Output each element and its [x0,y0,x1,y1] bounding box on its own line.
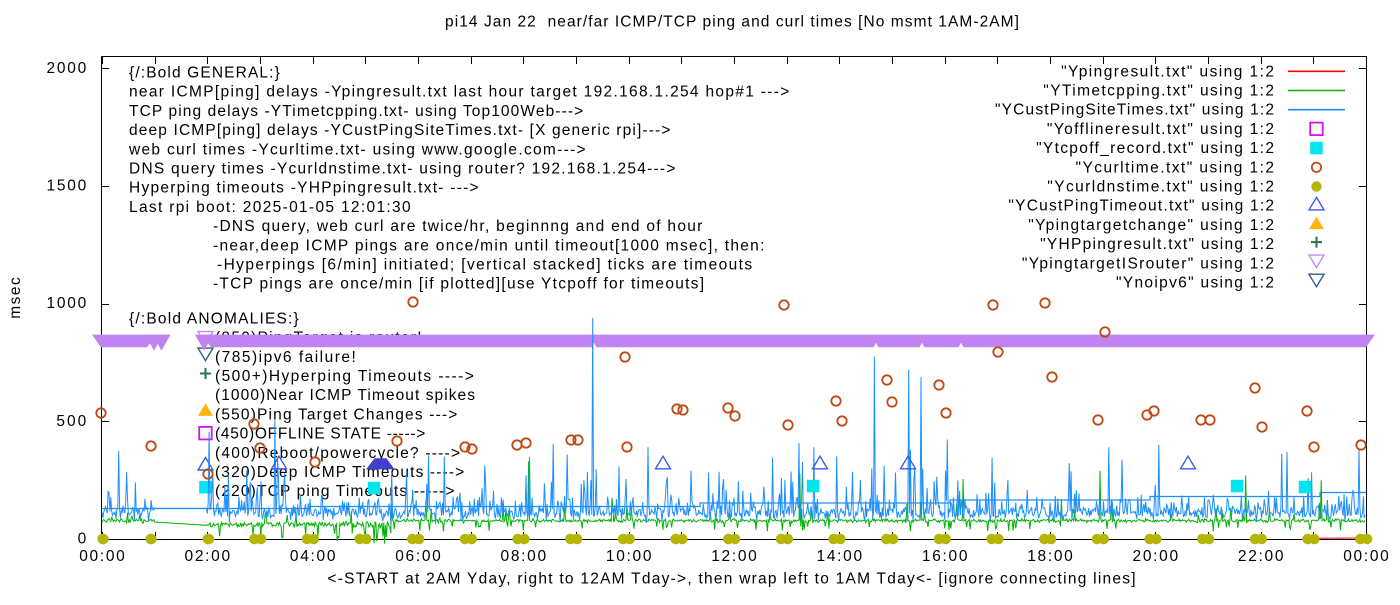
svg-text:Last rpi boot: 2025-01-05 12:0: Last rpi boot: 2025-01-05 12:01:30 [129,199,411,216]
svg-text:"Ynoipv6" using 1:2: "Ynoipv6" using 1:2 [1116,275,1274,292]
svg-text:08:00: 08:00 [501,548,547,565]
svg-text:-DNS query, web curl are twice: -DNS query, web curl are twice/hr, begin… [213,218,702,235]
svg-text:-near,deep ICMP pings are once: -near,deep ICMP pings are once/min until… [213,237,764,254]
svg-text:12:00: 12:00 [711,548,757,565]
svg-text:deep ICMP[ping] delays -YCustP: deep ICMP[ping] delays -YCustPingSiteTim… [129,122,670,139]
svg-text:(320)Deep ICMP Timeouts ---->: (320)Deep ICMP Timeouts ----> [215,464,464,481]
svg-text:20:00: 20:00 [1133,548,1179,565]
svg-text:"Ycurldnstime.txt" using 1:2: "Ycurldnstime.txt" using 1:2 [1047,179,1274,196]
svg-text:<-START at 2AM Yday, right to: <-START at 2AM Yday, right to 12AM Tday-… [327,571,1135,588]
svg-text:(785)ipv6 failure!: (785)ipv6 failure! [215,349,356,366]
svg-text:"Ytcpoff_record.txt" using 1:2: "Ytcpoff_record.txt" using 1:2 [1036,140,1274,157]
svg-text:14:00: 14:00 [817,548,863,565]
svg-text:500: 500 [56,413,86,430]
svg-text:"YCustPingSiteTimes.txt" using: "YCustPingSiteTimes.txt" using 1:2 [995,102,1274,119]
svg-text:TCP ping delays -YTimetcpping.: TCP ping delays -YTimetcpping.txt- using… [129,103,583,120]
svg-text:{/:Bold GENERAL:}: {/:Bold GENERAL:} [129,65,280,82]
svg-text:-Hyperpings [6/min] initiated;: -Hyperpings [6/min] initiated; [vertical… [217,257,752,274]
svg-text:(1000)Near ICMP Timeout spikes: (1000)Near ICMP Timeout spikes [215,387,475,404]
svg-text:"Ycurltime.txt" using 1:2: "Ycurltime.txt" using 1:2 [1076,159,1275,176]
svg-text:(550)Ping Target Changes --->: (550)Ping Target Changes ---> [215,406,457,423]
svg-text:1000: 1000 [47,295,87,312]
svg-text:"Ypingresult.txt" using 1:2: "Ypingresult.txt" using 1:2 [1061,63,1274,80]
svg-text:"Ypingtargetchange" using 1:2: "Ypingtargetchange" using 1:2 [1028,217,1274,234]
svg-text:16:00: 16:00 [922,548,968,565]
svg-text:02:00: 02:00 [185,548,231,565]
svg-text:"YHPpingresult.txt" using 1:2: "YHPpingresult.txt" using 1:2 [1040,236,1274,253]
svg-text:2000: 2000 [47,60,87,77]
svg-text:near ICMP[ping] delays -Ypingr: near ICMP[ping] delays -Ypingresult.txt … [129,84,789,101]
svg-text:web curl times -Ycurltime.txt-: web curl times -Ycurltime.txt- using www… [128,141,586,158]
svg-text:06:00: 06:00 [395,548,441,565]
svg-text:"YTimetcpping.txt" using 1:2: "YTimetcpping.txt" using 1:2 [1043,83,1274,100]
svg-text:04:00: 04:00 [290,548,336,565]
svg-text:00:00: 00:00 [1343,548,1389,565]
svg-text:pi14 Jan 22 near/far ICMP/TCP: pi14 Jan 22 near/far ICMP/TCP ping and c… [445,14,1019,31]
svg-text:(450)OFFLINE STATE ----->: (450)OFFLINE STATE -----> [215,426,425,443]
svg-text:00:00: 00:00 [79,548,125,565]
svg-text:22:00: 22:00 [1238,548,1284,565]
svg-text:msec: msec [7,277,24,319]
svg-text:(400)Reboot/powercycle? ---->: (400)Reboot/powercycle? ----> [215,445,460,462]
svg-text:{/:Bold ANOMALIES:}: {/:Bold ANOMALIES:} [129,310,299,327]
svg-text:"YpingtargetISrouter" using 1:: "YpingtargetISrouter" using 1:2 [1022,255,1274,272]
svg-text:10:00: 10:00 [606,548,652,565]
svg-text:18:00: 18:00 [1027,548,1073,565]
svg-text:0: 0 [78,531,87,548]
svg-text:"Yofflineresult.txt" using 1:2: "Yofflineresult.txt" using 1:2 [1047,121,1274,138]
svg-text:"YCustPingTimeout.txt" using 1: "YCustPingTimeout.txt" using 1:2 [1008,198,1274,215]
svg-text:DNS query times -Ycurldnstime.: DNS query times -Ycurldnstime.txt- using… [129,161,675,178]
svg-text:1500: 1500 [47,178,87,195]
svg-text:-TCP pings are once/min [if pl: -TCP pings are once/min [if plotted][use… [213,276,704,293]
svg-text:(500+)Hyperping Timeouts ---->: (500+)Hyperping Timeouts ----> [215,368,474,385]
svg-text:Hyperping timeouts -YHPpingres: Hyperping timeouts -YHPpingresult.txt- -… [129,180,479,197]
